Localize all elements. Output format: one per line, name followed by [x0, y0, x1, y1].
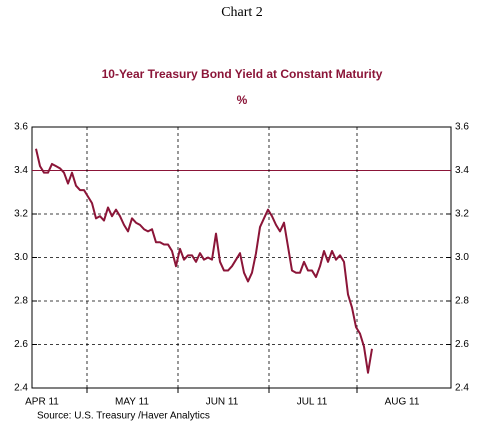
y-tick-label: 3.2 [14, 209, 28, 220]
y-tick-label-right: 3.2 [455, 209, 469, 220]
y-tick-label: 3.0 [14, 252, 28, 263]
chart-header: Chart 2 [221, 5, 263, 20]
chart-title: 10-Year Treasury Bond Yield at Constant … [102, 67, 383, 81]
x-tick-label: MAY 11 [115, 397, 149, 408]
source-note: Source: U.S. Treasury /Haver Analytics [37, 411, 210, 422]
y-tick-label-right: 2.6 [455, 339, 469, 350]
y-tick-label: 2.6 [14, 339, 28, 350]
y-tick-label: 3.4 [14, 165, 28, 176]
y-tick-label: 2.8 [14, 296, 28, 307]
y-tick-label-right: 3.0 [455, 252, 469, 263]
x-tick-label: JUN 11 [206, 397, 239, 408]
y-tick-label: 2.4 [14, 383, 28, 394]
y-tick-label-right: 2.4 [455, 383, 469, 394]
y-tick-label: 3.6 [14, 122, 28, 133]
x-tick-label: AUG 11 [385, 397, 420, 408]
data-line [35, 148, 373, 374]
x-tick-label: APR 11 [25, 397, 59, 408]
y-tick-label-right: 2.8 [455, 296, 469, 307]
y-tick-label-right: 3.4 [455, 165, 469, 176]
chart-subtitle: % [237, 93, 248, 107]
x-tick-label: JUL 11 [297, 397, 328, 408]
y-tick-label-right: 3.6 [455, 122, 469, 133]
